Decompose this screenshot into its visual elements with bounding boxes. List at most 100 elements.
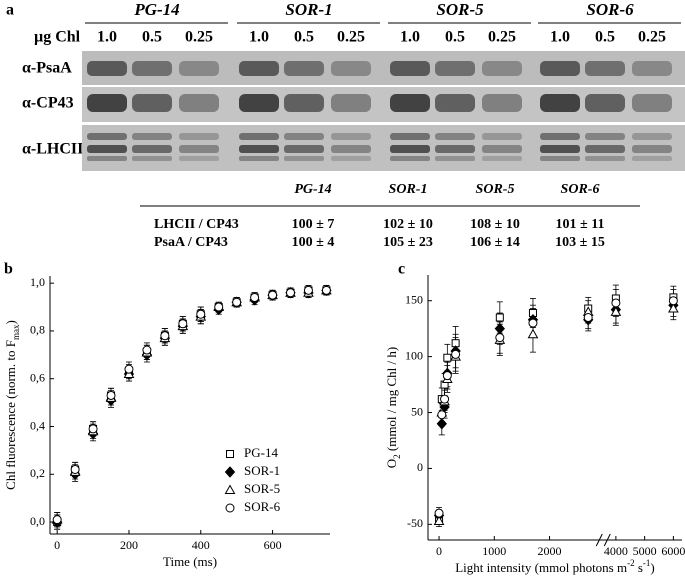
panel-label: c xyxy=(398,261,405,278)
table-cell: 102 ± 10 xyxy=(383,217,433,232)
band xyxy=(390,156,430,161)
band xyxy=(239,94,279,112)
point xyxy=(495,333,505,343)
point xyxy=(160,331,170,341)
antibody-label: α-CP43 xyxy=(22,95,74,112)
table-cell: 100 ± 4 xyxy=(292,235,335,250)
load-label: µg Chl xyxy=(34,29,81,46)
x-tick-label: 4000 xyxy=(604,544,628,558)
blot-strip xyxy=(82,125,685,171)
y-tick-label: 50 xyxy=(411,404,423,418)
band xyxy=(132,61,172,76)
point xyxy=(668,296,678,306)
table-cell: 105 ± 23 xyxy=(383,235,433,250)
point xyxy=(451,349,461,359)
band xyxy=(239,133,279,140)
point xyxy=(436,417,447,430)
panel-label: a xyxy=(6,2,14,19)
band xyxy=(87,133,127,140)
band xyxy=(331,94,371,112)
group-header: SOR-5 xyxy=(436,0,484,19)
load-value: 0.5 xyxy=(142,29,162,46)
band xyxy=(390,61,430,76)
ylabel-part: max xyxy=(11,324,21,340)
point xyxy=(437,410,447,420)
band xyxy=(331,156,371,161)
table-cell: 108 ± 10 xyxy=(470,217,520,232)
table-cell: 103 ± 15 xyxy=(555,235,605,250)
legend-label: SOR-5 xyxy=(244,481,280,496)
band xyxy=(540,145,580,153)
band xyxy=(331,61,371,76)
band xyxy=(179,133,219,140)
point xyxy=(88,424,98,434)
point xyxy=(495,313,504,322)
band xyxy=(132,133,172,140)
band xyxy=(179,94,219,112)
point xyxy=(124,364,134,374)
band xyxy=(132,94,172,112)
band xyxy=(435,61,475,76)
band xyxy=(179,156,219,161)
band xyxy=(482,145,522,153)
panel-label: b xyxy=(4,261,13,278)
xlabel-part: Time (ms) xyxy=(163,554,217,569)
legend-marker xyxy=(224,466,236,478)
group-header: SOR-6 xyxy=(586,0,634,19)
band xyxy=(632,145,672,153)
point xyxy=(583,312,593,322)
band xyxy=(540,94,580,112)
x-tick-label: 5000 xyxy=(633,544,657,558)
x-tick-label: 0 xyxy=(54,538,60,552)
point xyxy=(434,508,444,518)
band xyxy=(482,156,522,161)
antibody-label: α-PsaA xyxy=(22,60,72,77)
point xyxy=(232,297,242,307)
point xyxy=(443,353,452,362)
legend-marker xyxy=(224,484,236,494)
band xyxy=(632,61,672,76)
band xyxy=(632,156,672,161)
band xyxy=(585,94,625,112)
x-axis-title: Time (ms) xyxy=(163,554,217,569)
blot-strip xyxy=(82,87,685,122)
xlabel-part: -1 xyxy=(643,558,651,568)
ylabel-part: O xyxy=(384,459,399,468)
x-axis-title: Light intensity (mmol photons m-2 s-1) xyxy=(455,558,655,575)
point xyxy=(610,306,622,316)
xlabel-part: s xyxy=(635,560,643,575)
point xyxy=(286,288,296,298)
band xyxy=(482,133,522,140)
row-label: LHCII / CP43 xyxy=(154,217,239,232)
group-header: SOR-1 xyxy=(285,0,332,19)
band xyxy=(331,145,371,153)
legend-label: SOR-6 xyxy=(244,499,281,514)
band xyxy=(87,156,127,161)
band xyxy=(540,61,580,76)
band xyxy=(390,145,430,153)
y-axis-title: O2 (mmol / mg Chl / h) xyxy=(384,347,402,469)
legend-label: SOR-1 xyxy=(244,463,280,478)
point xyxy=(178,319,188,329)
band xyxy=(390,133,430,140)
load-value: 1.0 xyxy=(249,29,269,46)
load-value: 0.5 xyxy=(294,29,314,46)
band xyxy=(87,145,127,153)
y-tick-label: 100 xyxy=(405,348,423,362)
point xyxy=(442,371,452,381)
x-tick-label: 400 xyxy=(192,538,210,552)
x-tick-label: 200 xyxy=(120,538,138,552)
point xyxy=(52,515,62,525)
band xyxy=(435,94,475,112)
y-tick-label: 0,4 xyxy=(30,418,45,432)
point xyxy=(528,318,538,328)
y-tick-label: -50 xyxy=(407,516,423,530)
y-axis-title: Chl fluorescence (norm. to Fmax) xyxy=(3,320,21,490)
band xyxy=(585,145,625,153)
ylabel-part: Chl fluorescence (norm. to F xyxy=(3,340,18,490)
point xyxy=(142,345,152,355)
band xyxy=(179,61,219,76)
y-tick-label: 0,6 xyxy=(30,370,45,384)
band xyxy=(284,94,324,112)
